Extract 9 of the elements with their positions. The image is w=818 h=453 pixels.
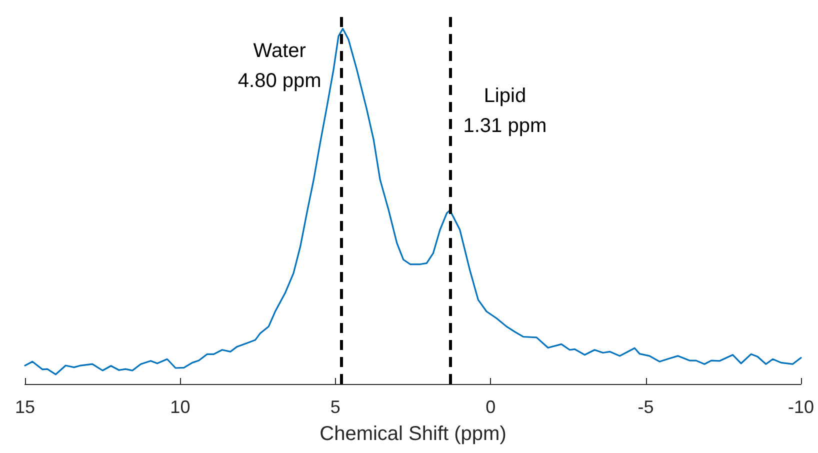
ref-line-label: Water 4.80 ppm [238,40,322,92]
x-tick-label: -10 [788,397,814,417]
x-tick-label: -5 [638,397,654,417]
x-tick-label: 10 [170,397,190,417]
x-axis-title: Chemical Shift (ppm) [320,423,506,445]
x-tick-label: 15 [14,397,36,417]
x-tick-label: 5 [330,397,340,417]
x-tick-label: 0 [486,397,496,417]
ref-line-label: Lipid 1.31 ppm [463,85,547,137]
